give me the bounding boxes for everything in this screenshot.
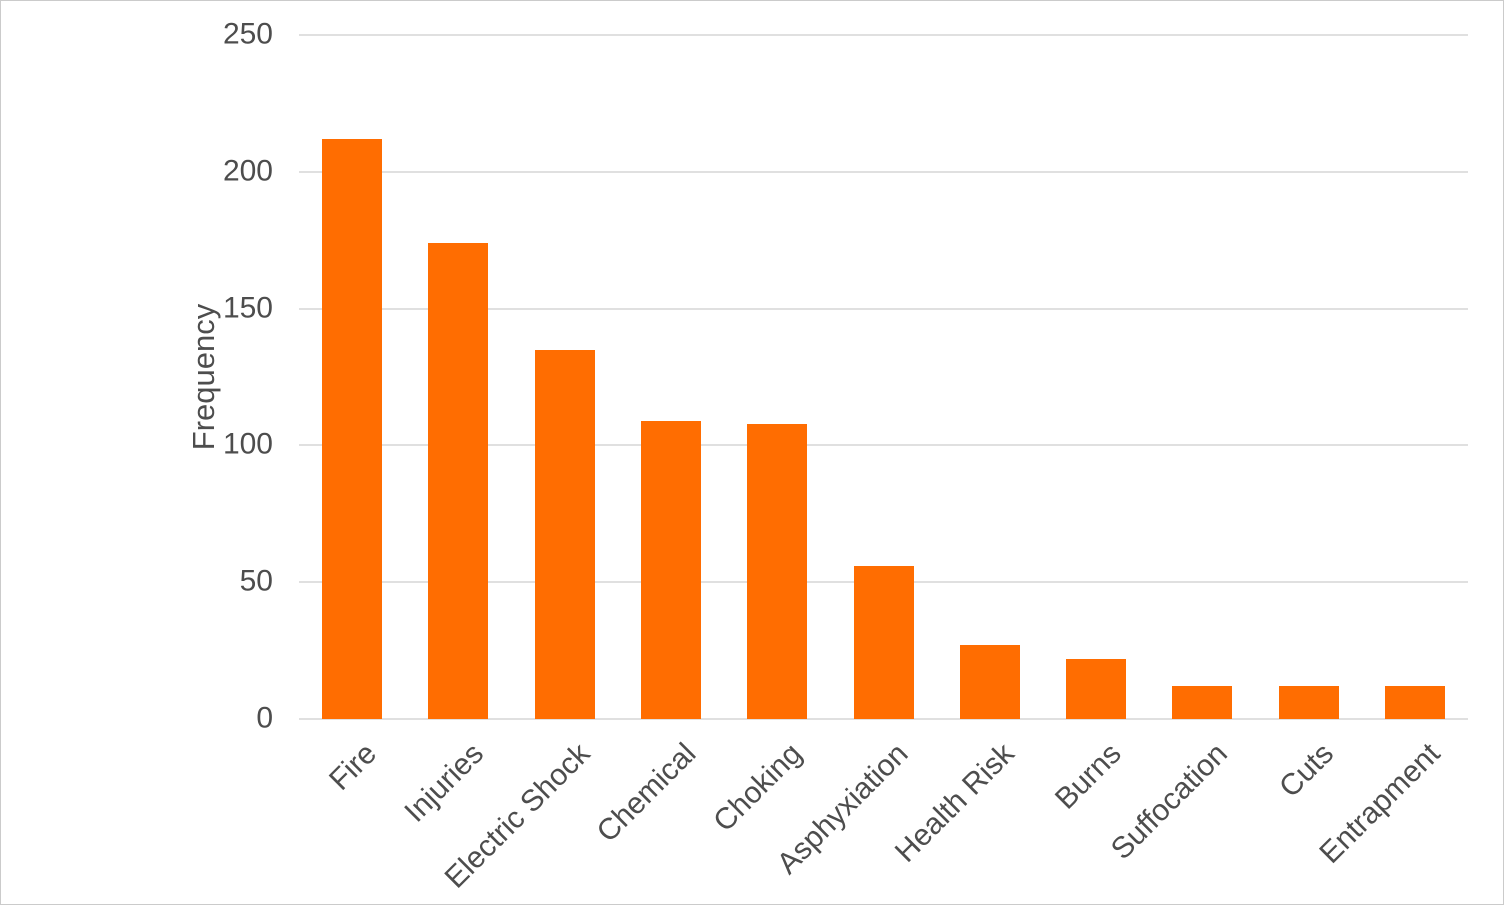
bar-asphyxiation bbox=[853, 565, 914, 719]
y-tick-label: 50 bbox=[239, 564, 273, 598]
bar-injuries bbox=[428, 242, 489, 719]
x-tick-label: Burns bbox=[1048, 737, 1128, 816]
bar-choking bbox=[747, 423, 808, 719]
gridline-150 bbox=[299, 307, 1468, 310]
x-tick-label: Fire bbox=[323, 737, 384, 797]
gridline-250 bbox=[299, 34, 1468, 36]
bar-fire bbox=[322, 138, 383, 719]
bar-burns bbox=[1066, 658, 1127, 719]
y-tick-label: 150 bbox=[222, 290, 273, 324]
y-tick-label: 0 bbox=[256, 701, 273, 735]
bar-entrapment bbox=[1384, 686, 1445, 719]
gridline-0 bbox=[299, 718, 1468, 720]
bar-suffocation bbox=[1172, 686, 1233, 719]
y-tick-label: 200 bbox=[222, 154, 273, 188]
bar-health-risk bbox=[959, 645, 1020, 719]
x-tick-label: Cuts bbox=[1272, 737, 1340, 804]
y-tick-label: 100 bbox=[222, 427, 273, 461]
bar-cuts bbox=[1278, 686, 1339, 719]
gridline-200 bbox=[299, 170, 1468, 173]
x-tick-label: Chemical bbox=[590, 737, 703, 849]
y-tick-label: 250 bbox=[222, 17, 273, 51]
x-tick-label: Injuries bbox=[398, 737, 490, 829]
y-axis-title: Frequency bbox=[186, 303, 221, 451]
bar-electric-shock bbox=[534, 349, 595, 719]
gridline-100 bbox=[299, 444, 1468, 447]
bar-chemical bbox=[640, 420, 701, 719]
x-tick-label: Choking bbox=[707, 737, 809, 839]
